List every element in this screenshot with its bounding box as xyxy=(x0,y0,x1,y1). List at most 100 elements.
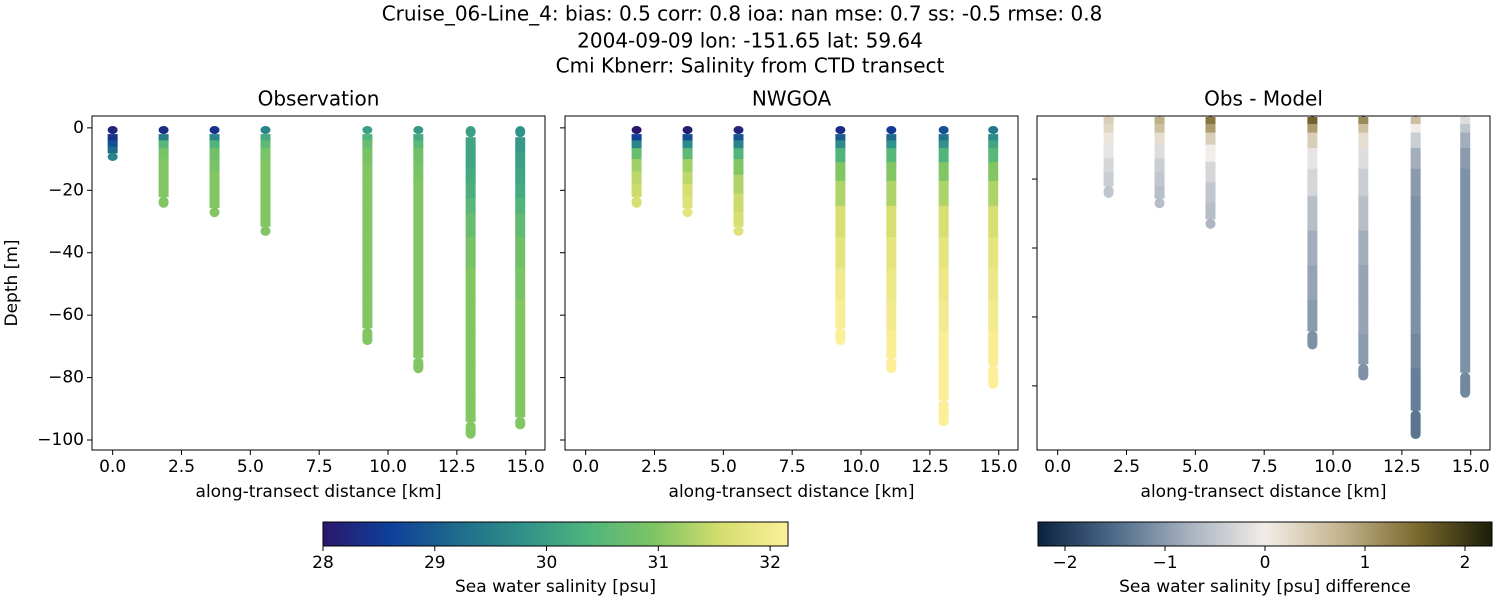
x-tick-label: 0.0 xyxy=(572,457,599,477)
scatter-point xyxy=(938,140,949,149)
scatter-point xyxy=(631,184,642,198)
scatter-point xyxy=(988,162,999,182)
scatter-point xyxy=(988,268,999,301)
scatter-point xyxy=(1460,299,1471,335)
scatter-point xyxy=(1307,299,1318,332)
panel-title: Obs - Model xyxy=(1204,87,1323,111)
scatter-point xyxy=(1307,265,1318,301)
scatter-point xyxy=(413,162,424,182)
scatter-point xyxy=(1410,299,1421,335)
scatter-point xyxy=(465,137,476,152)
x-tick-label: 2.5 xyxy=(641,457,668,477)
scatter-point xyxy=(1205,123,1216,134)
scatter-point xyxy=(733,193,744,213)
scatter-point xyxy=(1358,148,1369,170)
scatter-point xyxy=(631,171,642,185)
scatter-point xyxy=(938,299,949,332)
scatter-point xyxy=(1410,168,1421,197)
scatter-point xyxy=(682,125,693,135)
scatter-point xyxy=(1358,230,1369,266)
scatter-point xyxy=(465,299,476,332)
scatter-point xyxy=(886,237,897,269)
scatter-point xyxy=(938,361,949,401)
y-axis-label: Depth [m] xyxy=(2,239,22,326)
scatter-point xyxy=(938,125,949,135)
scatter-point xyxy=(260,174,271,195)
scatter-point xyxy=(682,171,693,185)
scatter-point xyxy=(835,125,846,135)
scatter-point xyxy=(682,148,693,160)
scatter-point xyxy=(465,213,476,238)
scatter-point xyxy=(1460,168,1471,197)
scatter-point xyxy=(260,226,271,236)
scatter-point xyxy=(260,159,271,176)
scatter-point xyxy=(988,299,999,332)
scatter-point xyxy=(362,268,373,301)
scatter-point xyxy=(413,357,424,374)
scatter-point xyxy=(465,393,476,422)
scatter-point xyxy=(1410,230,1421,266)
scatter-point xyxy=(515,237,526,269)
scatter-point xyxy=(260,212,271,227)
scatter-point xyxy=(260,148,271,160)
scatter-point xyxy=(107,152,118,161)
scatter-point xyxy=(938,237,949,269)
scatter-point xyxy=(515,137,526,152)
scatter-point xyxy=(1410,117,1421,125)
scatter-point xyxy=(733,159,744,176)
scatter-point xyxy=(465,182,476,199)
scatter-point xyxy=(158,140,169,149)
scatter-point xyxy=(1307,132,1318,149)
scatter-point xyxy=(413,134,424,141)
scatter-point xyxy=(362,299,373,329)
scatter-point xyxy=(209,148,220,160)
scatter-point xyxy=(465,330,476,363)
scatter-point xyxy=(413,268,424,301)
y-tick-label: 0 xyxy=(73,118,84,138)
scatter-point xyxy=(1154,198,1165,209)
x-tick-label: 12.5 xyxy=(1383,457,1421,477)
title-line: 2004-09-09 lon: -151.65 lat: 59.64 xyxy=(577,29,923,53)
scatter-point xyxy=(1154,123,1165,134)
scatter-point xyxy=(733,140,744,149)
panel-title: NWGOA xyxy=(752,87,832,111)
scatter-point xyxy=(835,134,846,141)
title-line: Cmi Kbnerr: Salinity from CTD transect xyxy=(556,54,945,78)
scatter-point xyxy=(886,148,897,163)
scatter-point xyxy=(886,125,897,135)
x-tick-label: 12.5 xyxy=(438,457,476,477)
colorbar-label: Sea water salinity [psu] difference xyxy=(1119,577,1411,597)
scatter-point xyxy=(209,171,220,185)
scatter-point xyxy=(733,212,744,227)
colorbar-tick-label: −1 xyxy=(1152,553,1177,573)
scatter-point xyxy=(465,125,476,138)
scatter-point xyxy=(835,237,846,269)
scatter-point xyxy=(1410,334,1421,370)
x-tick-label: 0.0 xyxy=(99,457,126,477)
x-tick-label: 12.5 xyxy=(911,457,949,477)
scatter-point xyxy=(413,148,424,163)
scatter-point xyxy=(158,159,169,173)
scatter-point xyxy=(465,151,476,168)
scatter-point xyxy=(938,162,949,182)
scatter-point xyxy=(362,134,373,141)
x-tick-label: 5.0 xyxy=(710,457,737,477)
scatter-point xyxy=(515,213,526,238)
scatter-point xyxy=(1358,265,1369,301)
axes-frame xyxy=(91,115,546,451)
scatter-point xyxy=(1307,168,1318,197)
scatter-point xyxy=(1410,410,1421,440)
scatter-point xyxy=(938,148,949,163)
scatter-point xyxy=(1103,185,1114,198)
scatter-point xyxy=(465,361,476,394)
scatter-point xyxy=(515,416,526,430)
scatter-point xyxy=(988,134,999,141)
x-tick-label: 10.0 xyxy=(369,457,407,477)
scatter-point xyxy=(938,205,949,238)
scatter-point xyxy=(1103,144,1114,159)
scatter-point xyxy=(988,205,999,238)
y-tick-label: −60 xyxy=(48,305,84,325)
scatter-point xyxy=(733,125,744,135)
scatter-point xyxy=(835,205,846,238)
